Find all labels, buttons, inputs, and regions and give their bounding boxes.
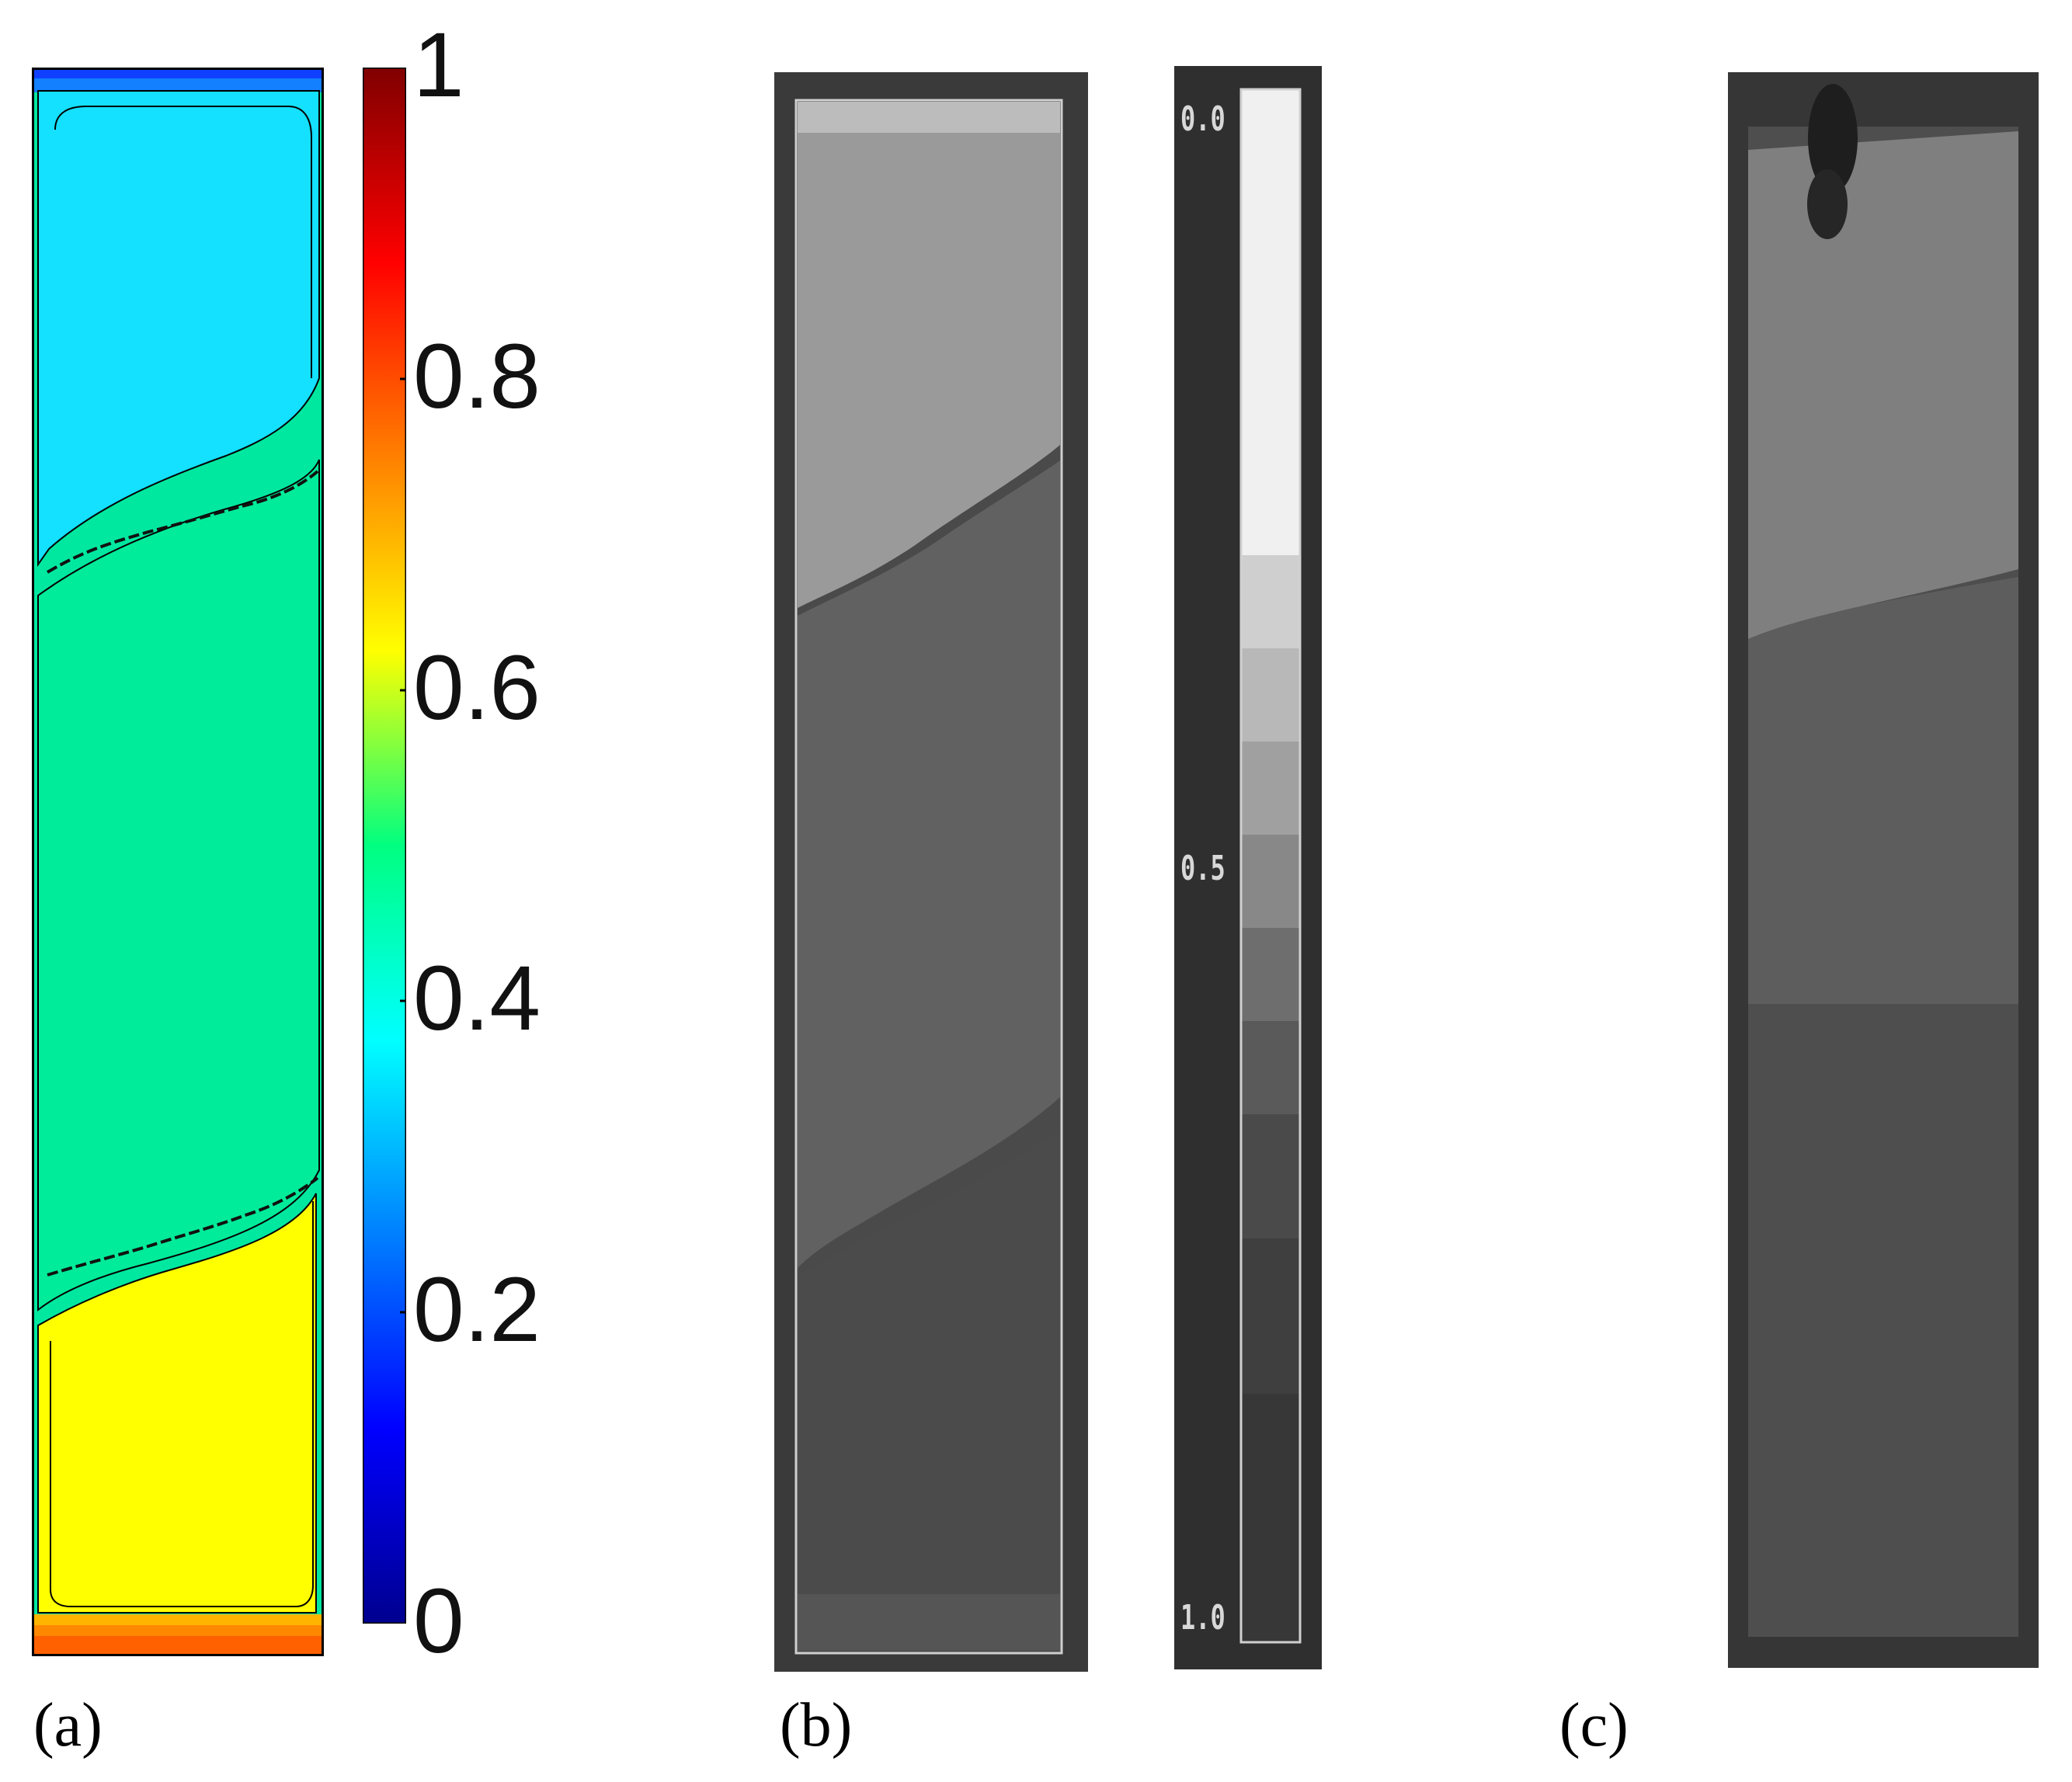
colorbar-tick-0: 0 — [413, 1570, 464, 1673]
colorbar-gradient — [363, 68, 406, 1624]
middle-layer-region — [37, 459, 320, 1312]
grayscale-tick-0: 0.0 — [1180, 99, 1225, 139]
colorbar-tick-5: 1 — [413, 14, 464, 116]
colorbar-tick-marks — [400, 377, 406, 1314]
top-layer-region — [37, 90, 320, 568]
dark-spot — [1808, 84, 1858, 193]
colorbar — [363, 68, 406, 1624]
panel-label-b: (b) — [780, 1691, 853, 1759]
top-boundary-band-2 — [33, 78, 322, 92]
colorbar-tick-2: 0.4 — [413, 947, 541, 1051]
panel-label-c: (c) — [1559, 1691, 1629, 1759]
panel-label-a: (a) — [33, 1691, 103, 1759]
colorbar-tick-3: 0.6 — [413, 636, 541, 739]
simulation-contour-plot — [32, 68, 324, 1656]
colorbar-tick-4: 0.8 — [413, 325, 541, 428]
bottom-boundary-band-3 — [33, 1636, 322, 1655]
grayscale-steps — [1241, 89, 1300, 1642]
bottom-layer-region — [37, 1193, 317, 1614]
grayscale-tick-1: 0.5 — [1180, 848, 1225, 888]
bottom-boundary-band — [33, 1614, 322, 1625]
experiment-photo-c — [1728, 72, 2039, 1668]
colorbar-tick-1: 0.2 — [413, 1259, 541, 1362]
grayscale-scale-strip — [1174, 66, 1322, 1669]
experiment-photo-b — [774, 72, 1088, 1672]
bottom-boundary-band-2 — [33, 1625, 322, 1636]
plot-frame — [32, 68, 324, 1656]
grayscale-tick-2: 1.0 — [1180, 1597, 1225, 1638]
